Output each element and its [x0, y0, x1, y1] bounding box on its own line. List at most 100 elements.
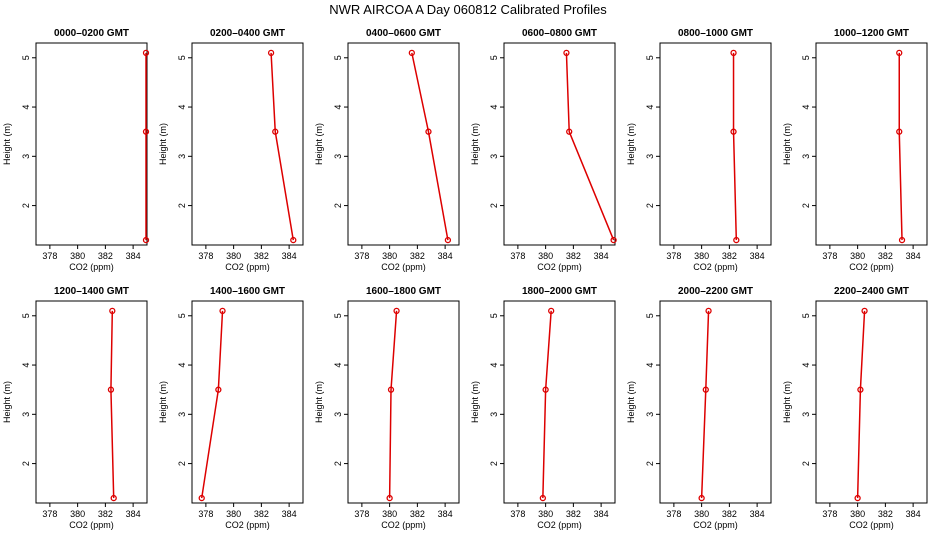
- co2-data-point: [566, 128, 573, 135]
- co2-data-point: [142, 49, 150, 57]
- y-axis-label: Height (m): [470, 381, 480, 423]
- x-tick-label: 382: [878, 251, 893, 261]
- y-tick-label: 5: [645, 55, 655, 60]
- profile-panel-2: 0200–0400 GMT 378 380 382 384 2 3 4 5 CO2 (ppm) He…: [158, 28, 304, 272]
- co2-data-point: [702, 386, 709, 393]
- y-tick-label: 5: [21, 313, 31, 318]
- x-tick-label: 384: [126, 509, 141, 519]
- y-tick-label: 5: [177, 55, 187, 60]
- co2-data-point: [896, 49, 903, 57]
- x-tick-label: 380: [70, 509, 85, 519]
- x-tick-label: 384: [750, 509, 765, 519]
- co2-profile-line: [856, 310, 866, 499]
- co2-profile-line: [200, 310, 224, 499]
- x-tick-label: 378: [354, 509, 369, 519]
- x-tick-label: 378: [354, 251, 369, 261]
- panel-title: 2200–2400 GMT: [834, 286, 909, 297]
- y-tick-label: 2: [489, 203, 499, 208]
- plot-frame: [659, 300, 772, 504]
- co2-profile-line: [898, 52, 903, 241]
- x-tick-label: 382: [566, 509, 581, 519]
- co2-data-point: [705, 307, 712, 315]
- panel-title: 0000–0200 GMT: [54, 28, 129, 39]
- x-tick-label: 378: [666, 251, 681, 261]
- co2-profile-line: [565, 52, 615, 241]
- y-tick-label: 3: [333, 412, 343, 417]
- panel-title: 1000–1200 GMT: [834, 28, 909, 39]
- y-tick-label: 4: [21, 105, 31, 110]
- y-axis-label: Height (m): [626, 381, 636, 423]
- y-tick-label: 3: [489, 412, 499, 417]
- co2-data-point: [198, 494, 205, 502]
- y-axis-label: Height (m): [626, 123, 636, 165]
- co2-data-point: [861, 307, 868, 315]
- y-tick-label: 3: [177, 412, 187, 417]
- plot-frame: [191, 42, 304, 246]
- profile-panel-3: 0400–0600 GMT 378 380 382 384 2 3 4 5 CO2 (ppm) He…: [314, 28, 460, 272]
- y-tick-label: 4: [801, 105, 811, 110]
- y-axis-label: Height (m): [2, 381, 12, 423]
- x-axis-label: CO2 (ppm): [381, 520, 426, 530]
- plot-frame: [815, 300, 928, 504]
- plot-frame: [191, 300, 304, 504]
- x-tick-label: 384: [126, 251, 141, 261]
- co2-data-point: [272, 128, 279, 135]
- x-axis-label: CO2 (ppm): [381, 262, 426, 272]
- profile-panel-1: 0000–0200 GMT 378 380 382 384 2 3 4 5 CO2 (ppm) He…: [2, 28, 150, 272]
- y-tick-label: 4: [489, 363, 499, 368]
- x-tick-label: 384: [282, 509, 297, 519]
- x-axis-label: CO2 (ppm): [537, 262, 582, 272]
- co2-data-point: [730, 49, 737, 57]
- y-tick-label: 4: [645, 363, 655, 368]
- page-title: NWR AIRCOA A Day 060812 Calibrated Profi…: [329, 2, 607, 17]
- plot-frame: [503, 300, 616, 504]
- x-axis-label: CO2 (ppm): [537, 520, 582, 530]
- co2-data-point: [107, 386, 115, 393]
- panel-title: 1400–1600 GMT: [210, 286, 285, 297]
- x-tick-label: 378: [510, 509, 525, 519]
- y-tick-label: 5: [489, 313, 499, 318]
- co2-profile-line: [110, 310, 115, 499]
- x-tick-label: 380: [694, 509, 709, 519]
- co2-data-point: [425, 128, 432, 135]
- x-tick-label: 382: [410, 251, 425, 261]
- co2-profile-line: [542, 310, 552, 499]
- co2-data-point: [142, 128, 150, 135]
- y-axis-label: Height (m): [314, 381, 324, 423]
- x-tick-label: 380: [382, 509, 397, 519]
- x-tick-label: 378: [198, 509, 213, 519]
- co2-data-point: [563, 49, 570, 57]
- x-tick-label: 382: [722, 251, 737, 261]
- y-tick-label: 4: [177, 105, 187, 110]
- x-tick-label: 380: [850, 251, 865, 261]
- co2-data-point: [387, 386, 395, 393]
- plot-frame: [35, 300, 148, 504]
- y-tick-label: 5: [801, 55, 811, 60]
- y-tick-label: 3: [801, 412, 811, 417]
- co2-data-point: [548, 307, 555, 315]
- co2-data-point: [393, 307, 400, 315]
- x-tick-label: 380: [538, 251, 553, 261]
- co2-profile-line: [732, 52, 738, 241]
- x-tick-label: 384: [438, 251, 453, 261]
- x-tick-label: 378: [42, 509, 57, 519]
- x-tick-label: 384: [594, 251, 609, 261]
- x-tick-label: 382: [98, 509, 113, 519]
- plot-frame: [659, 42, 772, 246]
- plot-frame: [503, 42, 616, 246]
- y-tick-label: 2: [333, 203, 343, 208]
- y-axis-label: Height (m): [314, 123, 324, 165]
- x-tick-label: 378: [42, 251, 57, 261]
- y-tick-label: 4: [645, 105, 655, 110]
- x-axis-label: CO2 (ppm): [69, 262, 114, 272]
- x-axis-label: CO2 (ppm): [69, 520, 114, 530]
- y-tick-label: 5: [489, 55, 499, 60]
- panel-title: 1800–2000 GMT: [522, 286, 597, 297]
- y-tick-label: 2: [645, 203, 655, 208]
- panel-title: 0800–1000 GMT: [678, 28, 753, 39]
- y-tick-label: 3: [21, 412, 31, 417]
- co2-data-point: [898, 236, 906, 244]
- panel-title: 1600–1800 GMT: [366, 286, 441, 297]
- co2-data-point: [698, 494, 705, 502]
